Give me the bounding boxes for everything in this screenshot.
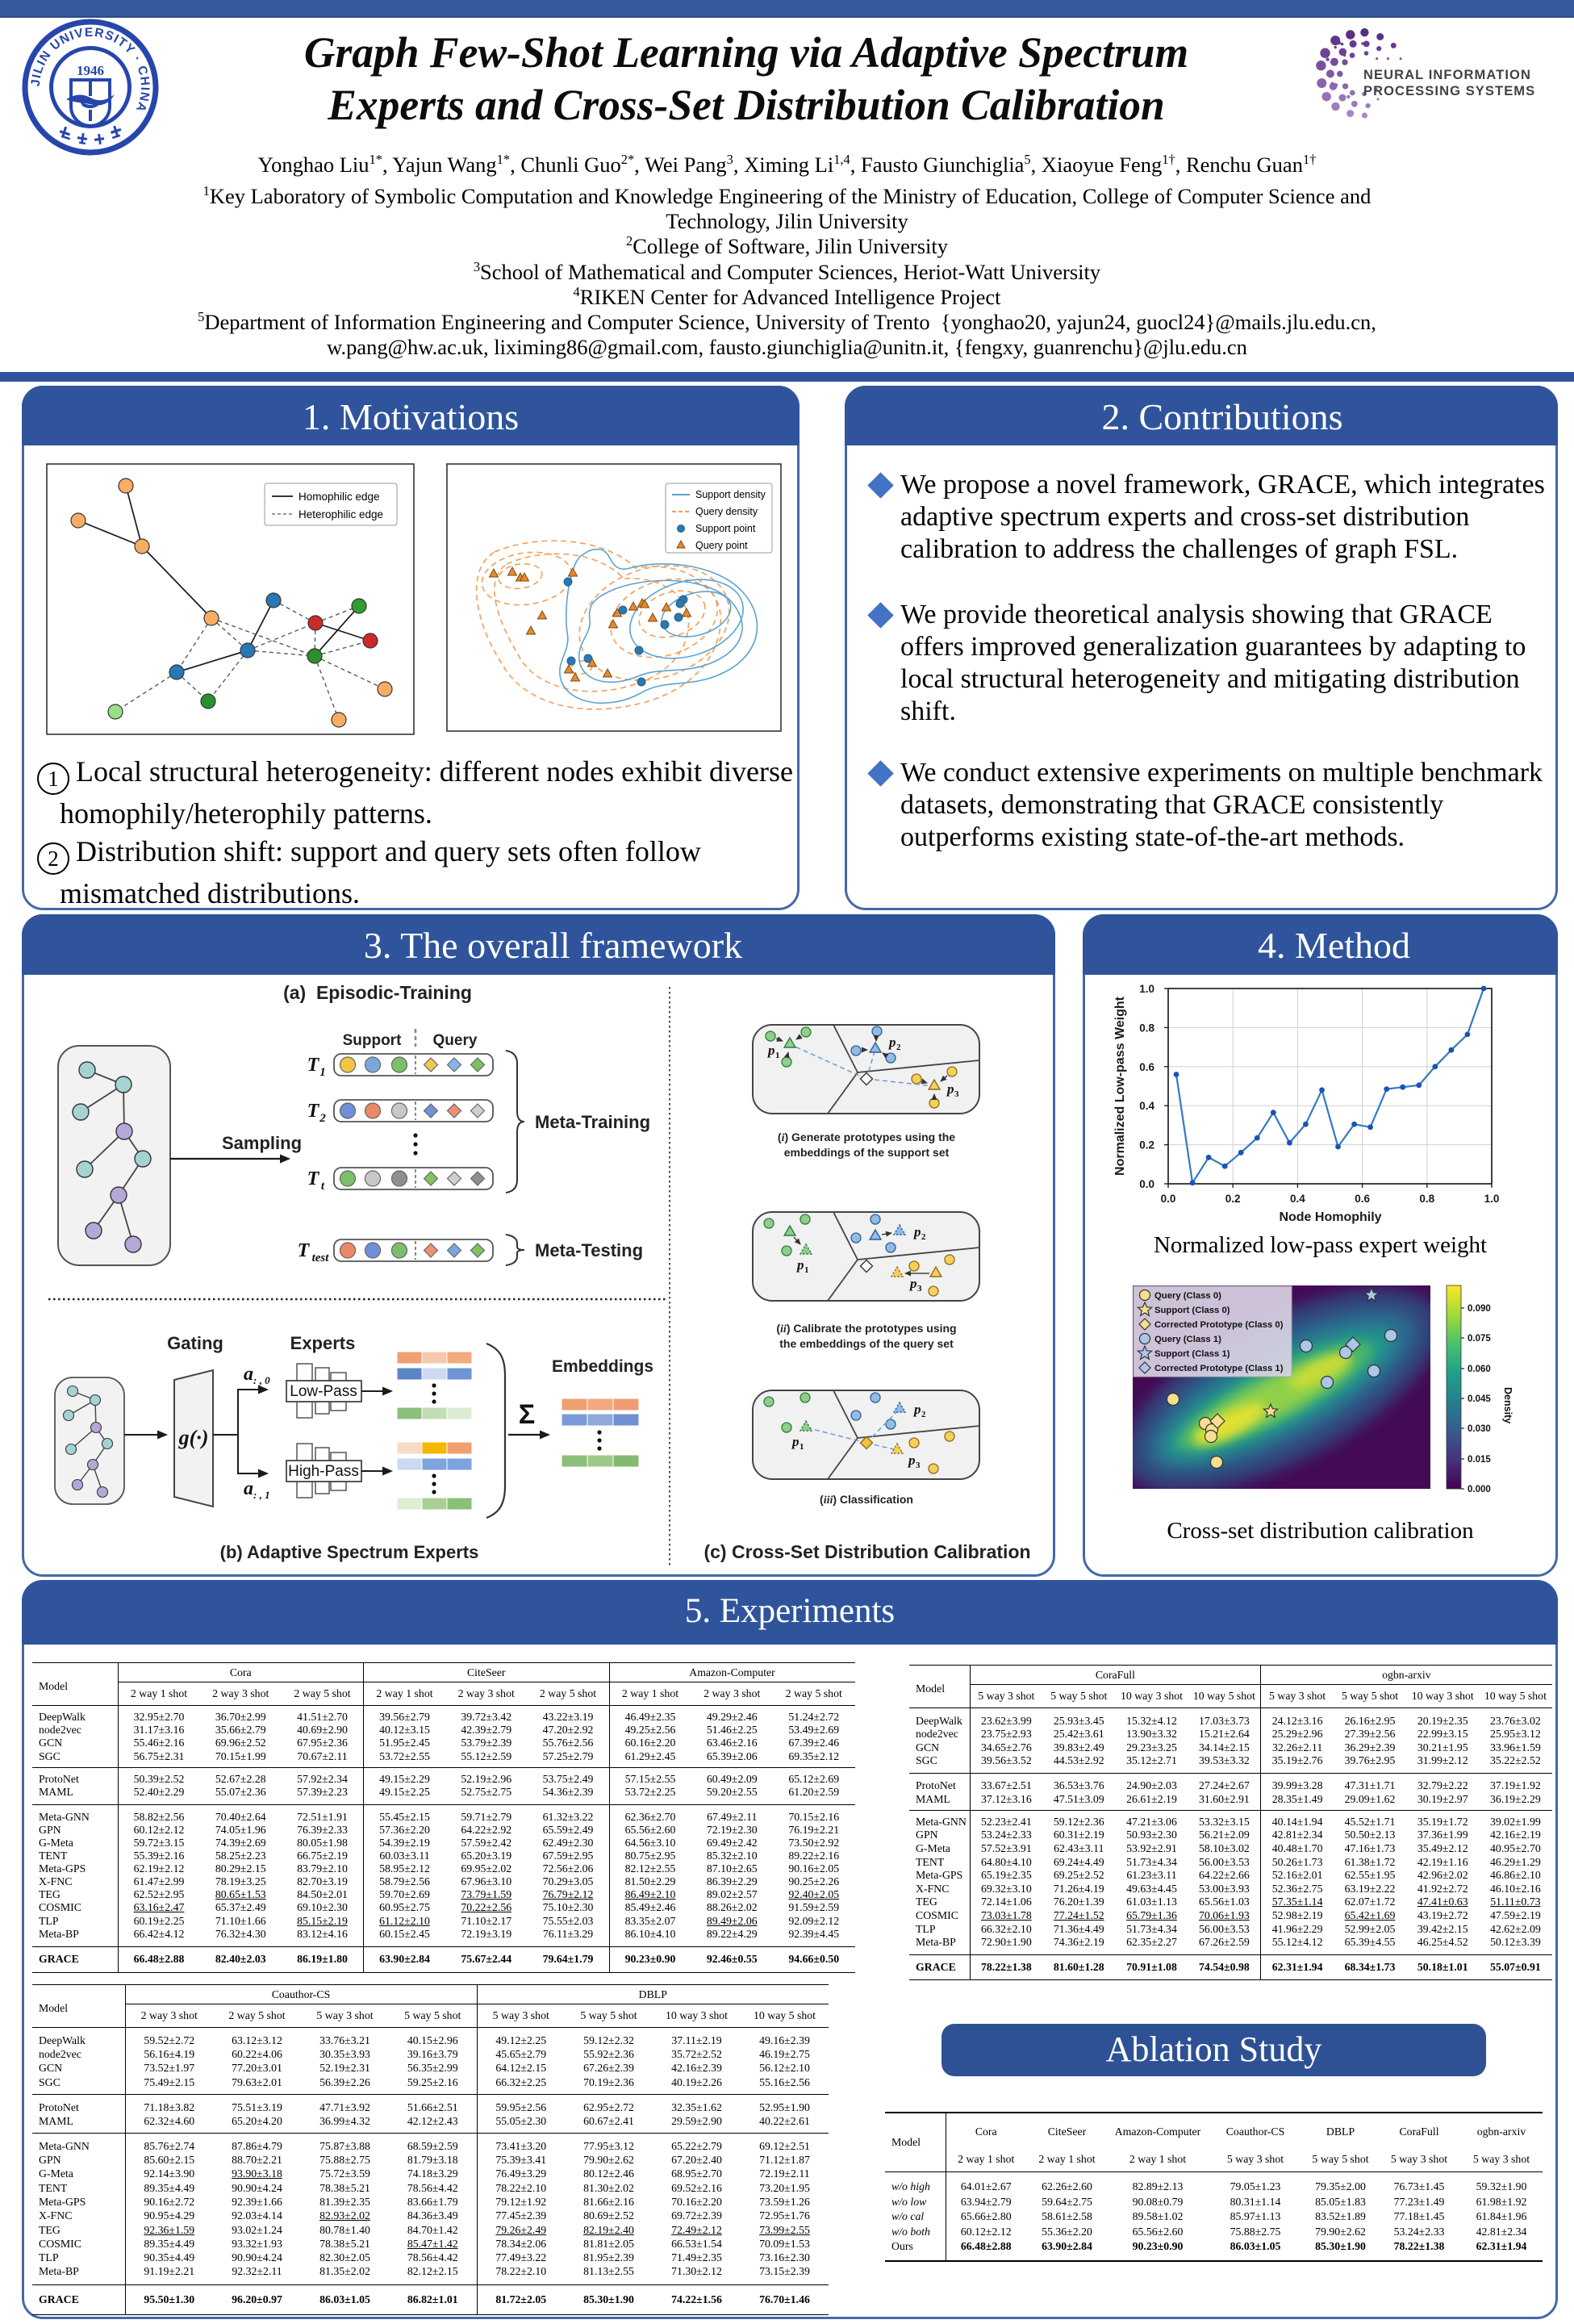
svg-text:T: T <box>307 1055 320 1076</box>
svg-text:0.6: 0.6 <box>1139 1061 1154 1073</box>
svg-text:Homophilic edge: Homophilic edge <box>299 491 380 503</box>
svg-text:Support (Class 0): Support (Class 0) <box>1154 1306 1230 1315</box>
svg-text:High-Pass: High-Pass <box>288 1463 359 1480</box>
svg-text:Query density: Query density <box>695 506 758 517</box>
svg-text:Query (Class 0): Query (Class 0) <box>1154 1291 1221 1301</box>
svg-text:the embeddings of the query se: the embeddings of the query set <box>779 1337 954 1350</box>
svg-text:p: p <box>946 1081 954 1097</box>
svg-text:0.8: 0.8 <box>1419 1193 1434 1205</box>
svg-text:0.075: 0.075 <box>1468 1334 1491 1344</box>
svg-text:test: test <box>312 1252 330 1264</box>
svg-text:0.000: 0.000 <box>1468 1485 1491 1494</box>
svg-text:Query point: Query point <box>695 540 748 551</box>
svg-text:p: p <box>912 1224 921 1239</box>
svg-text:: , 0: : , 0 <box>253 1374 270 1386</box>
svg-text:0.4: 0.4 <box>1139 1100 1154 1112</box>
svg-text:NEURAL INFORMATION: NEURAL INFORMATION <box>1363 68 1531 82</box>
svg-text:p: p <box>908 1276 917 1291</box>
svg-text:2: 2 <box>319 1112 326 1125</box>
svg-text:a: a <box>244 1478 253 1499</box>
svg-text:Meta-Testing: Meta-Testing <box>535 1240 643 1260</box>
svg-text:p: p <box>907 1452 916 1468</box>
svg-text:p: p <box>887 1035 896 1050</box>
svg-text:a: a <box>244 1364 253 1385</box>
svg-text:PROCESSING SYSTEMS: PROCESSING SYSTEMS <box>1363 84 1535 98</box>
svg-text:1: 1 <box>775 1051 780 1060</box>
svg-text:p: p <box>766 1043 775 1058</box>
svg-text:Sampling: Sampling <box>222 1133 302 1153</box>
svg-text:p: p <box>791 1434 800 1449</box>
svg-text:T: T <box>307 1101 320 1122</box>
svg-text:0.6: 0.6 <box>1355 1193 1370 1205</box>
svg-text:g(·): g(·) <box>178 1426 209 1449</box>
svg-text:T: T <box>307 1168 320 1189</box>
svg-text:0.060: 0.060 <box>1468 1365 1491 1374</box>
svg-text:Embeddings: Embeddings <box>552 1357 653 1376</box>
svg-text:0.4: 0.4 <box>1290 1193 1305 1205</box>
svg-text:Node Homophily: Node Homophily <box>1279 1210 1381 1224</box>
svg-text:1.0: 1.0 <box>1139 983 1154 995</box>
svg-text:T: T <box>298 1240 311 1261</box>
svg-text:2: 2 <box>896 1043 901 1052</box>
svg-text:1: 1 <box>800 1442 804 1452</box>
svg-text:0.0: 0.0 <box>1139 1178 1154 1190</box>
svg-text:0.015: 0.015 <box>1468 1455 1491 1465</box>
svg-text:0.0: 0.0 <box>1161 1193 1176 1205</box>
svg-text:0.2: 0.2 <box>1139 1139 1154 1152</box>
svg-text:Normalized Low-pass Weight: Normalized Low-pass Weight <box>1113 996 1127 1176</box>
svg-text:Experts: Experts <box>290 1333 356 1353</box>
svg-text:(i) Generate prototypes using: (i) Generate prototypes using the <box>778 1131 955 1144</box>
svg-text:3: 3 <box>954 1089 959 1099</box>
svg-text:(a) Episodic-Training: (a) Episodic-Training <box>283 982 472 1003</box>
svg-text:0.090: 0.090 <box>1468 1304 1491 1314</box>
svg-text:Support: Support <box>343 1032 402 1049</box>
svg-text:3: 3 <box>916 1461 921 1470</box>
svg-text:: , 1: : , 1 <box>253 1489 270 1501</box>
svg-text:(b) Adaptive Spectrum Experts: (b) Adaptive Spectrum Experts <box>220 1542 479 1562</box>
svg-text:1946: 1946 <box>77 63 104 78</box>
svg-text:2: 2 <box>921 1232 926 1242</box>
svg-text:Support density: Support density <box>695 489 766 500</box>
svg-text:0.045: 0.045 <box>1468 1394 1491 1404</box>
svg-text:Heterophilic edge: Heterophilic edge <box>299 508 383 520</box>
svg-text:Corrected Prototype (Class 0): Corrected Prototype (Class 0) <box>1154 1320 1284 1330</box>
svg-text:t: t <box>321 1180 325 1193</box>
svg-text:p: p <box>795 1257 804 1273</box>
svg-text:Query (Class 1): Query (Class 1) <box>1154 1335 1221 1344</box>
svg-text:1.0: 1.0 <box>1484 1193 1500 1205</box>
svg-text:(ii) Calibrate the prototypes: (ii) Calibrate the prototypes using <box>776 1322 956 1335</box>
svg-text:Low-Pass: Low-Pass <box>290 1383 357 1400</box>
svg-text:p: p <box>912 1402 921 1417</box>
svg-text:0.030: 0.030 <box>1468 1424 1491 1434</box>
svg-text:Gating: Gating <box>167 1333 223 1353</box>
svg-text:Support point: Support point <box>695 523 756 534</box>
svg-text:Support (Class 1): Support (Class 1) <box>1154 1349 1230 1359</box>
svg-text:Corrected Prototype (Class 1): Corrected Prototype (Class 1) <box>1154 1364 1284 1373</box>
svg-text:3: 3 <box>917 1284 922 1294</box>
svg-text:embeddings of the support set: embeddings of the support set <box>784 1146 950 1159</box>
svg-text:(c) Cross-Set Distribution Cal: (c) Cross-Set Distribution Calibration <box>703 1541 1030 1562</box>
svg-text:Meta-Training: Meta-Training <box>535 1112 650 1132</box>
svg-text:(iii) Classification: (iii) Classification <box>820 1493 913 1507</box>
svg-text:0.2: 0.2 <box>1225 1193 1241 1205</box>
svg-text:Density: Density <box>1502 1387 1513 1423</box>
svg-text:Σ: Σ <box>519 1399 535 1430</box>
svg-text:Query: Query <box>433 1032 478 1049</box>
svg-text:1: 1 <box>319 1066 326 1079</box>
svg-text:0.8: 0.8 <box>1139 1022 1154 1034</box>
svg-text:2: 2 <box>921 1410 926 1419</box>
svg-text:1: 1 <box>804 1265 809 1275</box>
